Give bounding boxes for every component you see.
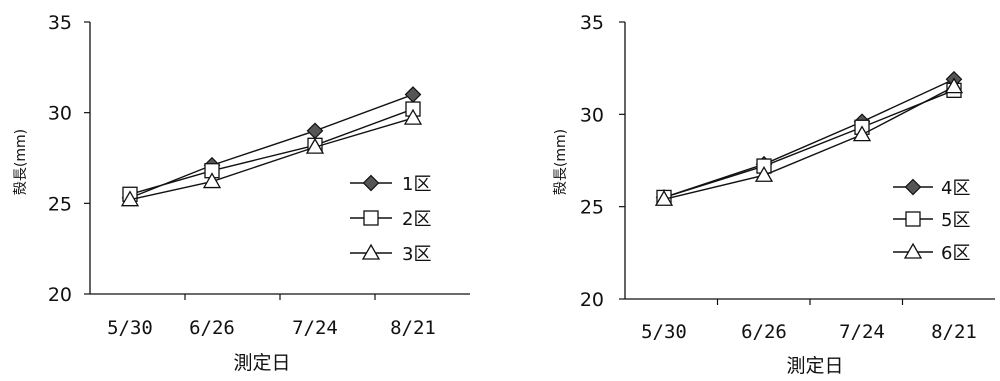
data-point bbox=[754, 165, 774, 182]
y-tick-label: 25 bbox=[48, 193, 72, 215]
data-point bbox=[852, 125, 872, 142]
data-point bbox=[202, 172, 222, 189]
y-tick-label: 35 bbox=[580, 12, 604, 34]
y-axis-title: 殻長(mm) bbox=[13, 129, 29, 195]
chart-left: 20 25 30 35 5/30 6/26 7/24 8/21 測定日 殻長(mm) 1区 2区 3区 bbox=[13, 12, 470, 374]
series-line bbox=[129, 117, 414, 201]
legend-label: 2区 bbox=[402, 209, 431, 230]
x-tick-label: 7/24 bbox=[839, 321, 885, 343]
y-axis-title: 殻長(mm) bbox=[553, 129, 569, 195]
x-tick-label: 6/26 bbox=[741, 321, 787, 343]
data-point bbox=[305, 137, 325, 154]
legend-label: 6区 bbox=[941, 243, 970, 264]
series-line bbox=[129, 93, 414, 199]
legend-marker bbox=[363, 210, 379, 226]
x-tick-label: 5/30 bbox=[107, 317, 153, 339]
x-tick-label: 7/24 bbox=[292, 317, 338, 339]
series-line bbox=[663, 78, 955, 199]
x-tick-label: 5/30 bbox=[641, 321, 687, 343]
data-point bbox=[120, 190, 140, 207]
legend-label: 4区 bbox=[941, 178, 970, 199]
x-tick-label: 8/21 bbox=[931, 321, 977, 343]
legend-label: 5区 bbox=[941, 210, 970, 231]
legend-marker bbox=[361, 243, 381, 260]
legend-label: 1区 bbox=[402, 174, 431, 195]
data-point bbox=[403, 108, 423, 125]
legend-marker bbox=[905, 211, 921, 227]
data-point bbox=[944, 77, 964, 94]
y-tick-label: 25 bbox=[580, 197, 604, 219]
data-point bbox=[306, 122, 324, 140]
y-tick-label: 30 bbox=[580, 104, 604, 126]
x-axis-title: 測定日 bbox=[786, 355, 843, 377]
y-tick-label: 20 bbox=[580, 289, 604, 311]
x-axis-title: 測定日 bbox=[233, 352, 290, 374]
data-point bbox=[404, 86, 422, 103]
legend-marker bbox=[904, 178, 922, 196]
legend-marker bbox=[903, 242, 923, 259]
chart-right: 20 25 30 35 5/30 6/26 7/24 8/21 測定日 殻長(mm) 4区 5区 6区 bbox=[553, 12, 995, 377]
y-tick-label: 35 bbox=[48, 12, 72, 34]
series-line bbox=[663, 89, 955, 199]
series-line bbox=[129, 108, 414, 195]
data-point bbox=[654, 189, 674, 206]
x-tick-label: 6/26 bbox=[189, 317, 235, 339]
x-tick-label: 8/21 bbox=[390, 317, 436, 339]
legend-marker bbox=[362, 174, 380, 192]
y-tick-label: 30 bbox=[48, 103, 72, 125]
series-line bbox=[663, 86, 955, 200]
legend-label: 3区 bbox=[402, 244, 431, 265]
y-tick-label: 20 bbox=[48, 284, 72, 306]
